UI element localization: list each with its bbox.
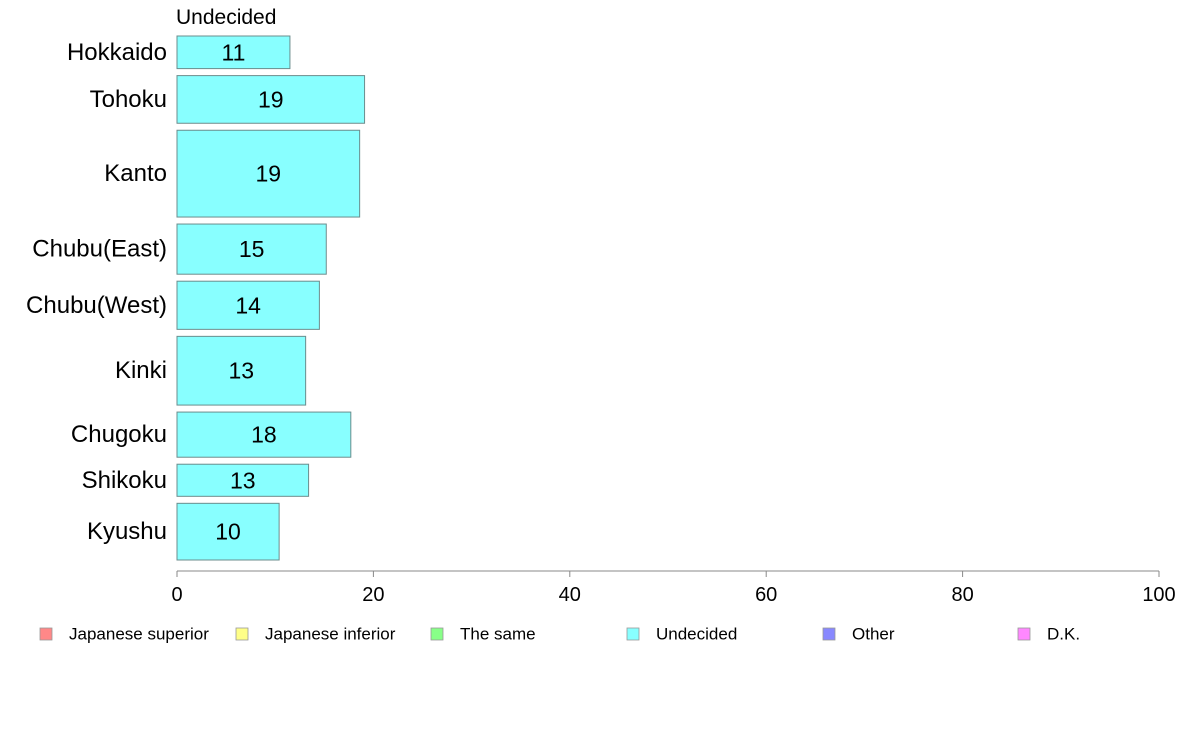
legend-label: Other	[852, 625, 895, 644]
legend-swatch	[1017, 627, 1031, 641]
bar-value-label: 19	[256, 161, 282, 187]
legend-swatch	[39, 627, 53, 641]
legend-swatch	[822, 627, 836, 641]
x-tick-label: 0	[171, 584, 182, 606]
category-label: Shikoku	[82, 467, 167, 494]
bar-kinki	[176, 335, 307, 406]
bar-value-label: 19	[258, 86, 284, 112]
x-tick-label: 80	[951, 584, 973, 606]
legend-label: Undecided	[656, 625, 737, 644]
legend-label: The same	[460, 625, 536, 644]
category-label: Chubu(East)	[32, 236, 167, 263]
legend-swatch	[235, 627, 249, 641]
x-tick-label: 100	[1142, 584, 1175, 606]
bar-value-label: 13	[230, 467, 256, 493]
category-label: Tohoku	[90, 86, 167, 113]
legend-label: D.K.	[1047, 625, 1080, 644]
category-label: Kanto	[104, 160, 167, 187]
bar-kanto	[176, 129, 361, 218]
bar-tohoku	[176, 75, 366, 124]
category-label: Kyushu	[87, 518, 167, 545]
bar-value-label: 18	[251, 422, 277, 448]
bar-chubu-east-	[176, 223, 327, 275]
panel-title: Undecided	[176, 6, 277, 29]
category-label: Chugoku	[71, 421, 167, 448]
category-label: Kinki	[115, 357, 167, 384]
bar-chugoku	[176, 411, 352, 458]
bar-value-label: 14	[235, 292, 261, 318]
legend-swatch	[626, 627, 640, 641]
bar-hokkaido	[176, 35, 291, 70]
bar-kyushu	[176, 502, 280, 561]
category-label: Chubu(West)	[26, 292, 167, 319]
bar-value-label: 13	[229, 358, 255, 384]
x-tick-label: 40	[559, 584, 581, 606]
legend-label: Japanese inferior	[265, 625, 396, 644]
legend-swatch	[430, 627, 444, 641]
legend-label: Japanese superior	[69, 625, 209, 644]
category-label: Hokkaido	[67, 39, 167, 66]
x-tick-label: 20	[362, 584, 384, 606]
x-tick-label: 60	[755, 584, 777, 606]
bar-shikoku	[176, 463, 310, 497]
bar-value-label: 11	[222, 39, 246, 65]
bar-value-label: 10	[215, 519, 241, 545]
bar-value-label: 15	[239, 236, 265, 262]
bar-chubu-west-	[176, 280, 320, 330]
